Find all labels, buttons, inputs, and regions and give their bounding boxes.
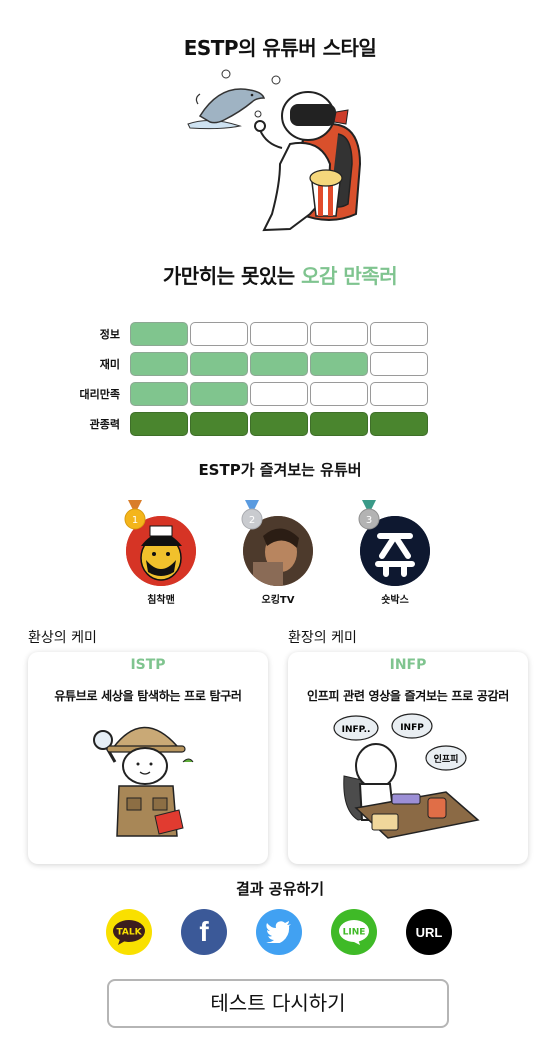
- line-label: LINE: [343, 928, 366, 938]
- stat-row-vicarious: 대리만족: [70, 379, 430, 409]
- stat-cell-filled: [250, 412, 308, 436]
- stat-row-info: 정보: [70, 319, 430, 349]
- stat-cell-empty: [370, 382, 428, 406]
- chemistry-type: INFP: [389, 657, 427, 673]
- tagline-accent: 오감 만족러: [301, 264, 398, 288]
- hero-illustration: [187, 69, 362, 232]
- kakao-label: TALK: [116, 928, 142, 938]
- kakao-share-button[interactable]: TALK: [106, 909, 152, 955]
- url-label: URL: [415, 924, 443, 940]
- stat-row-fun: 재미: [70, 349, 430, 379]
- good-chemistry-label: 환상의 케미: [28, 630, 97, 646]
- youtuber-name: 숏박스: [381, 595, 409, 606]
- empathy-illustration: INFP.. INFP 인프피: [333, 713, 480, 839]
- medal-icon: 3: [358, 500, 380, 530]
- stat-cells: [130, 382, 430, 406]
- youtuber-avatar-icon: [126, 516, 196, 586]
- stat-cell-filled: [190, 382, 248, 406]
- bubble-text: 인프피: [434, 753, 459, 765]
- stat-bars: 정보 재미 대리만족 관종력: [70, 319, 430, 439]
- bad-chemistry-label: 환장의 케미: [288, 630, 357, 646]
- stat-cell-empty: [370, 352, 428, 376]
- url-share-button[interactable]: URL: [406, 909, 452, 955]
- facebook-share-button[interactable]: f: [181, 909, 227, 955]
- share-title: 결과 공유하기: [235, 880, 325, 898]
- kakao-talk-icon: TALK: [113, 920, 145, 945]
- chemistry-desc: 인프피 관련 영상을 즐겨보는 프로 공감러: [307, 689, 509, 703]
- favorites-title: ESTP가 즐겨보는 유튜버: [198, 461, 362, 479]
- stat-cell-empty: [250, 382, 308, 406]
- stat-cell-filled: [130, 382, 188, 406]
- stat-row-attention: 관종력: [70, 409, 430, 439]
- medal-icon: 2: [241, 500, 263, 530]
- facebook-icon: f: [199, 916, 209, 947]
- medal-rank: 2: [249, 515, 255, 526]
- line-icon: LINE: [339, 920, 369, 945]
- medal-rank: 3: [366, 515, 372, 526]
- explorer-illustration: [93, 726, 194, 837]
- medal-rank: 1: [132, 515, 138, 526]
- stat-cell-filled: [190, 412, 248, 436]
- line-share-button[interactable]: LINE: [331, 909, 377, 955]
- medal-icon: 1: [124, 500, 146, 530]
- youtuber-avatar-icon: [360, 516, 430, 586]
- stat-cells: [130, 322, 430, 346]
- bubble-text: INFP: [400, 723, 424, 733]
- avatar: [360, 516, 430, 586]
- stat-cell-filled: [370, 412, 428, 436]
- retry-test-button[interactable]: 테스트 다시하기: [107, 979, 449, 1028]
- stat-label: 재미: [99, 358, 120, 371]
- stat-cells: [130, 352, 430, 376]
- chemistry-type: ISTP: [130, 657, 166, 673]
- youtuber-2[interactable]: 2 오킹TV: [238, 500, 318, 606]
- youtuber-name: 오킹TV: [261, 595, 295, 606]
- youtuber-3[interactable]: 3 숏박스: [355, 500, 435, 606]
- stat-cell-filled: [250, 352, 308, 376]
- stat-cells: [130, 412, 430, 436]
- bubble-text: INFP..: [342, 725, 371, 735]
- result-tagline: 가만히는 못있는 오감 만족러: [0, 260, 560, 289]
- page-title: ESTP의 유튜버 스타일: [183, 36, 377, 60]
- stat-cell-filled: [190, 352, 248, 376]
- stat-cell-filled: [130, 322, 188, 346]
- stat-cell-empty: [250, 322, 308, 346]
- stat-cell-filled: [310, 412, 368, 436]
- bad-chemistry-card[interactable]: INFP 인프피 관련 영상을 즐겨보는 프로 공감러 INFP.. INFP …: [288, 652, 528, 864]
- stat-cell-empty: [310, 322, 368, 346]
- favorite-youtubers: 1 침착맨 2 오킹TV 3: [0, 500, 560, 610]
- stat-cell-empty: [370, 322, 428, 346]
- stat-label: 대리만족: [79, 388, 120, 401]
- youtuber-name: 침착맨: [147, 595, 175, 606]
- stat-cell-empty: [190, 322, 248, 346]
- share-buttons: TALK f LINE URL: [0, 909, 560, 955]
- stat-cell-filled: [310, 352, 368, 376]
- twitter-share-button[interactable]: [256, 909, 302, 955]
- youtuber-1[interactable]: 1 침착맨: [121, 500, 201, 606]
- stat-label: 관종력: [89, 418, 120, 431]
- stat-cell-filled: [130, 412, 188, 436]
- good-chemistry-card[interactable]: ISTP 유튜브로 세상을 탐색하는 프로 탐구러: [28, 652, 268, 864]
- stat-cell-filled: [130, 352, 188, 376]
- tagline-prefix: 가만히는 못있는: [162, 264, 302, 288]
- stat-label: 정보: [99, 328, 120, 341]
- twitter-icon: [266, 921, 291, 943]
- chemistry-desc: 유튜브로 세상을 탐색하는 프로 탐구러: [54, 689, 242, 703]
- stat-cell-empty: [310, 382, 368, 406]
